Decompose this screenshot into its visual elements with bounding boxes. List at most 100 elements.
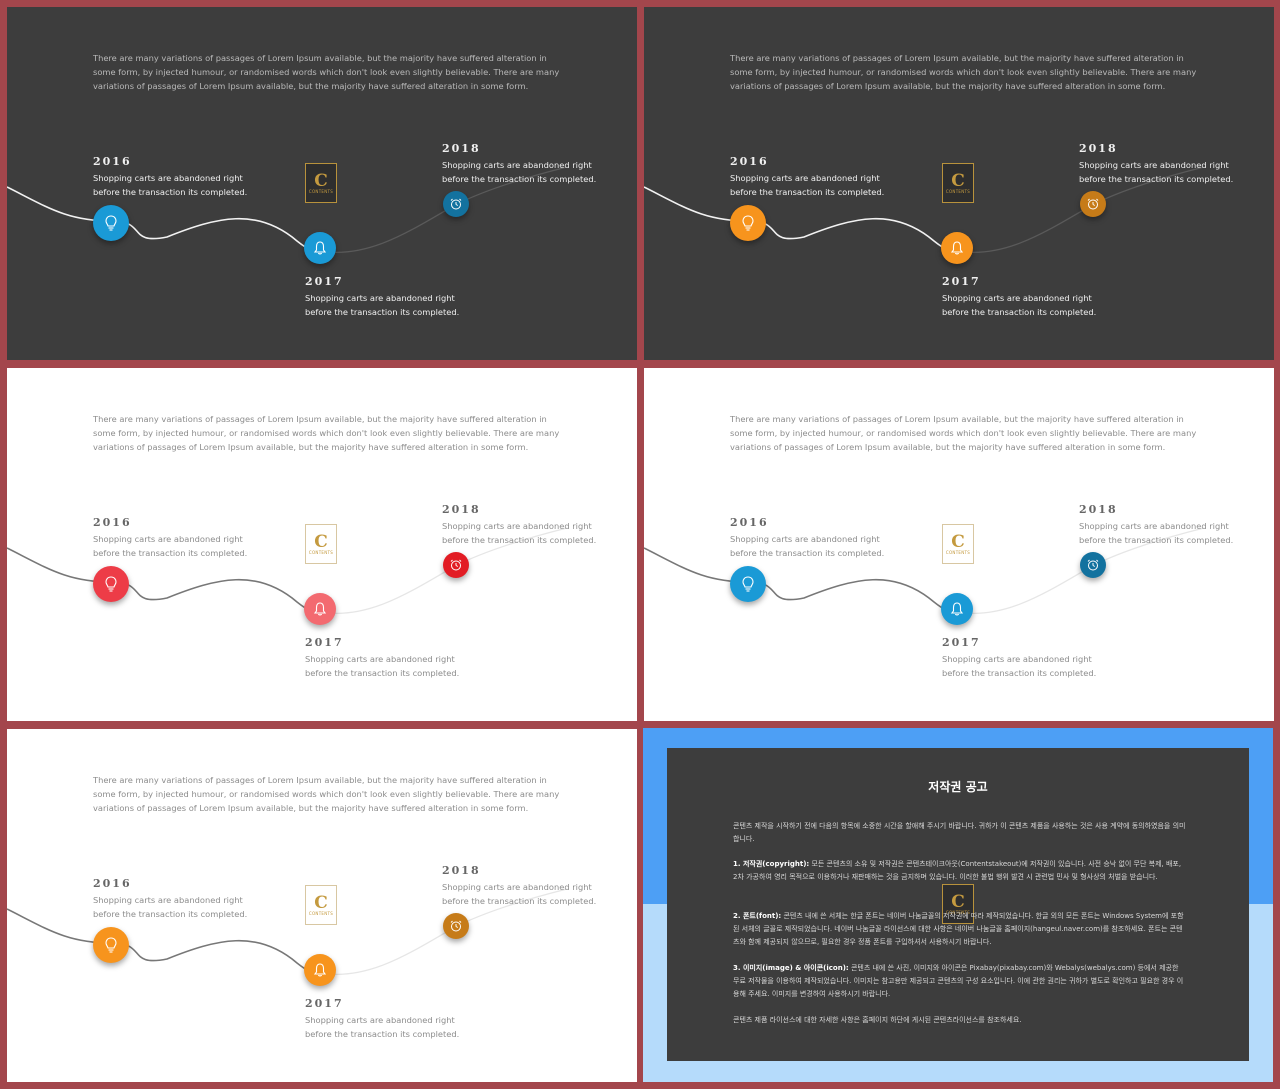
milestone-2018-desc: Shopping carts are abandoned right befor… [1079,521,1234,545]
milestone-2017-marker [304,232,336,264]
year-2017: 2017 [305,275,344,288]
milestone-2018-marker [443,191,469,217]
lightbulb-icon [742,215,754,231]
notice-font: 2. 폰트(font): 콘텐츠 내에 쓴 서체는 한글 폰트는 네이버 나눔글… [733,910,1187,949]
notice-footer: 콘텐츠 제품 라이선스에 대한 자세한 사항은 홈페이지 하단에 게시된 콘텐츠… [733,1016,1022,1024]
year-2017: 2017 [942,636,981,649]
milestone-2017-marker [304,593,336,625]
lightbulb-icon [105,215,117,231]
milestone-2018-marker [443,913,469,939]
notice-intro: 콘텐츠 제작을 시작하기 전에 다음의 항목에 소중한 시간을 할애해 주시기 … [733,822,1186,843]
notice-font-body: 콘텐츠 내에 쓴 서체는 한글 폰트는 네이버 나눔글꼴의 저작권에 따라 제작… [733,912,1184,946]
intro-text: There are many variations of passages of… [730,414,1197,452]
milestone-2016-desc: Shopping carts are abandoned right befor… [730,173,885,197]
logo-text: CONTENTS [945,188,971,194]
logo-letter: C [314,170,328,191]
alarm-clock-icon [450,920,462,932]
copyright-notice-slide: 저작권 공고 콘텐츠 제작을 시작하기 전에 다음의 항목에 소중한 시간을 할… [643,728,1273,1082]
year-2018: 2018 [442,503,481,516]
notice-title: 저작권 공고 [928,780,988,794]
milestone-2016-marker [93,205,129,241]
notice-font-head: 2. 폰트(font): [733,912,782,920]
milestone-2018-desc: Shopping carts are abandoned right befor… [442,521,597,545]
notice-logo: C CONTENTS [942,884,974,924]
milestone-2016-marker [730,205,766,241]
contents-logo: C CONTENTS [305,524,337,564]
year-2016: 2016 [730,516,769,529]
contents-logo: C CONTENTS [305,163,337,203]
lightbulb-icon [105,576,117,592]
logo-letter: C [951,891,965,912]
timeline-slide-1: There are many variations of passages of… [7,7,637,360]
year-2017: 2017 [942,275,981,288]
alarm-clock-icon [1087,559,1099,571]
milestone-2017-desc: Shopping carts are abandoned right befor… [305,293,460,317]
bell-icon [950,602,964,616]
year-2016: 2016 [93,155,132,168]
milestone-2018-desc: Shopping carts are abandoned right befor… [442,160,597,184]
year-2018: 2018 [442,142,481,155]
milestone-2018-marker [1080,552,1106,578]
bell-icon [950,241,964,255]
timeline-slide-5: There are many variations of passages of… [7,729,637,1082]
milestone-2018-desc: Shopping carts are abandoned right befor… [1079,160,1234,184]
year-2016: 2016 [93,877,132,890]
contents-logo: C CONTENTS [305,885,337,925]
milestone-2017-marker [304,954,336,986]
notice-copyright-body: 모든 콘텐츠의 소유 및 저작권은 콘텐츠테이크아웃(Contentstakeo… [733,860,1182,881]
milestone-2018-marker [443,552,469,578]
timeline-slide-4: There are many variations of passages of… [644,368,1274,721]
timeline-slide-2: There are many variations of passages of… [644,7,1274,360]
milestone-2016-marker [93,927,129,963]
logo-text: CONTENTS [945,549,971,555]
logo-letter: C [314,892,328,913]
logo-text: CONTENTS [945,909,971,915]
contents-logo: C CONTENTS [942,163,974,203]
alarm-clock-icon [1087,198,1099,210]
notice-image: 3. 이미지(image) & 아이콘(icon): 콘텐츠 내에 쓴 사진, … [733,962,1187,1001]
milestone-2017-desc: Shopping carts are abandoned right befor… [305,1015,460,1039]
milestone-2016-desc: Shopping carts are abandoned right befor… [93,895,248,919]
milestone-2017-desc: Shopping carts are abandoned right befor… [942,654,1097,678]
milestone-2017-desc: Shopping carts are abandoned right befor… [942,293,1097,317]
year-2018: 2018 [442,864,481,877]
alarm-clock-icon [450,559,462,571]
milestone-2018-desc: Shopping carts are abandoned right befor… [442,882,597,906]
timeline-slide-3: There are many variations of passages of… [7,368,637,721]
alarm-clock-icon [450,198,462,210]
notice-image-head: 3. 이미지(image) & 아이콘(icon): [733,964,849,972]
intro-text: There are many variations of passages of… [730,53,1197,91]
logo-letter: C [314,531,328,552]
contents-logo: C CONTENTS [942,524,974,564]
bell-icon [313,602,327,616]
lightbulb-icon [105,937,117,953]
notice-image-body: 콘텐츠 내에 쓴 사진, 이미지와 아이콘은 Pixabay(pixabay.c… [733,964,1184,998]
year-2017: 2017 [305,636,344,649]
year-2016: 2016 [93,516,132,529]
logo-letter: C [951,170,965,191]
year-2018: 2018 [1079,503,1118,516]
milestone-2017-marker [941,593,973,625]
milestone-2017-marker [941,232,973,264]
year-2018: 2018 [1079,142,1118,155]
year-2017: 2017 [305,997,344,1010]
milestone-2016-desc: Shopping carts are abandoned right befor… [730,534,885,558]
milestone-2016-marker [730,566,766,602]
bell-icon [313,241,327,255]
logo-text: CONTENTS [308,549,334,555]
logo-letter: C [951,531,965,552]
intro-text: There are many variations of passages of… [93,775,560,813]
milestone-2016-desc: Shopping carts are abandoned right befor… [93,173,248,197]
intro-text: There are many variations of passages of… [93,53,560,91]
milestone-2017-desc: Shopping carts are abandoned right befor… [305,654,460,678]
copyright-notice-panel: 저작권 공고 콘텐츠 제작을 시작하기 전에 다음의 항목에 소중한 시간을 할… [667,748,1249,1061]
milestone-2016-marker [93,566,129,602]
notice-copyright: 1. 저작권(copyright): 모든 콘텐츠의 소유 및 저작권은 콘텐츠… [733,858,1187,884]
lightbulb-icon [742,576,754,592]
intro-text: There are many variations of passages of… [93,414,560,452]
logo-text: CONTENTS [308,910,334,916]
milestone-2016-desc: Shopping carts are abandoned right befor… [93,534,248,558]
notice-copyright-head: 1. 저작권(copyright): [733,860,810,868]
bell-icon [313,963,327,977]
milestone-2018-marker [1080,191,1106,217]
